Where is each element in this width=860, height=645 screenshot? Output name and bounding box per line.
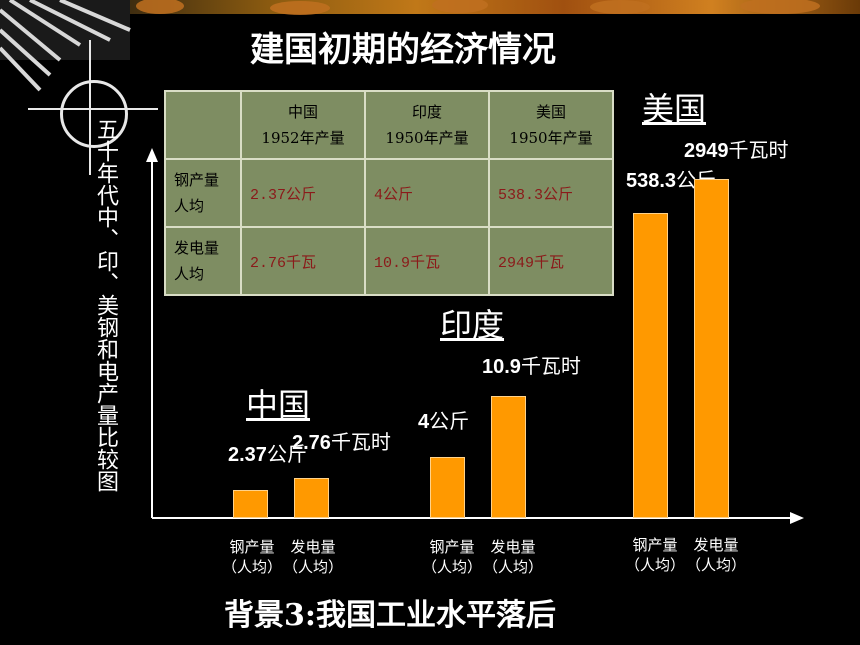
table-corner [164, 90, 242, 160]
decorative-ring [60, 80, 128, 148]
table-header-china: 中国 1952年产量 [240, 90, 366, 160]
category-label-steel: 钢产量 （人均） [422, 538, 483, 576]
table-header-india: 印度 1950年产量 [364, 90, 490, 160]
table-row-head-steel: 钢产量 人均 [164, 158, 242, 228]
value-label-india-steel: 4公斤 [418, 409, 470, 433]
bar-china-steel [233, 490, 268, 518]
table-cell: 2.76千瓦 [240, 226, 366, 296]
table-row-head-power: 发电量 人均 [164, 226, 242, 296]
category-label-power: 发电量 （人均） [483, 538, 544, 576]
bar-china-power [294, 478, 329, 518]
table-cell: 538.3公斤 [488, 158, 614, 228]
table-cell: 2949千瓦 [488, 226, 614, 296]
country-label-china: 中国 [246, 386, 311, 424]
chart-vertical-title: 五十年代中、印、美钢和电产量比较图 [93, 118, 118, 492]
slide-title: 建国初期的经济情况 [250, 30, 556, 70]
footer-caption: 背景3:我国工业水平落后 [224, 598, 556, 633]
table-header-usa: 美国 1950年产量 [488, 90, 614, 160]
value-label-china-power: 2.76千瓦时 [292, 430, 391, 454]
country-label-india: 印度 [440, 306, 505, 344]
table-cell: 10.9千瓦 [364, 226, 490, 296]
category-label-power: 发电量 （人均） [686, 536, 747, 574]
decorative-line [89, 40, 91, 175]
table-cell: 2.37公斤 [240, 158, 366, 228]
value-label-india-power: 10.9千瓦时 [482, 354, 581, 378]
category-label-steel: 钢产量 （人均） [625, 536, 686, 574]
autumn-leaves-decoration [0, 0, 860, 92]
bar-usa-steel [633, 213, 668, 518]
comparison-table: 中国 1952年产量 印度 1950年产量 美国 1950年产量 钢产量 人均 2.37… [164, 90, 614, 296]
table-cell: 4公斤 [364, 158, 490, 228]
country-label-usa: 美国 [642, 90, 707, 128]
bar-india-steel [430, 457, 465, 518]
bar-usa-power [694, 179, 729, 518]
value-label-usa-power: 2949千瓦时 [684, 138, 789, 162]
decorative-line [28, 108, 158, 110]
category-label-power: 发电量 （人均） [283, 538, 344, 576]
bar-india-power [491, 396, 526, 518]
value-label-china-steel: 2.37公斤 [228, 442, 307, 466]
category-label-steel: 钢产量 （人均） [222, 538, 283, 576]
